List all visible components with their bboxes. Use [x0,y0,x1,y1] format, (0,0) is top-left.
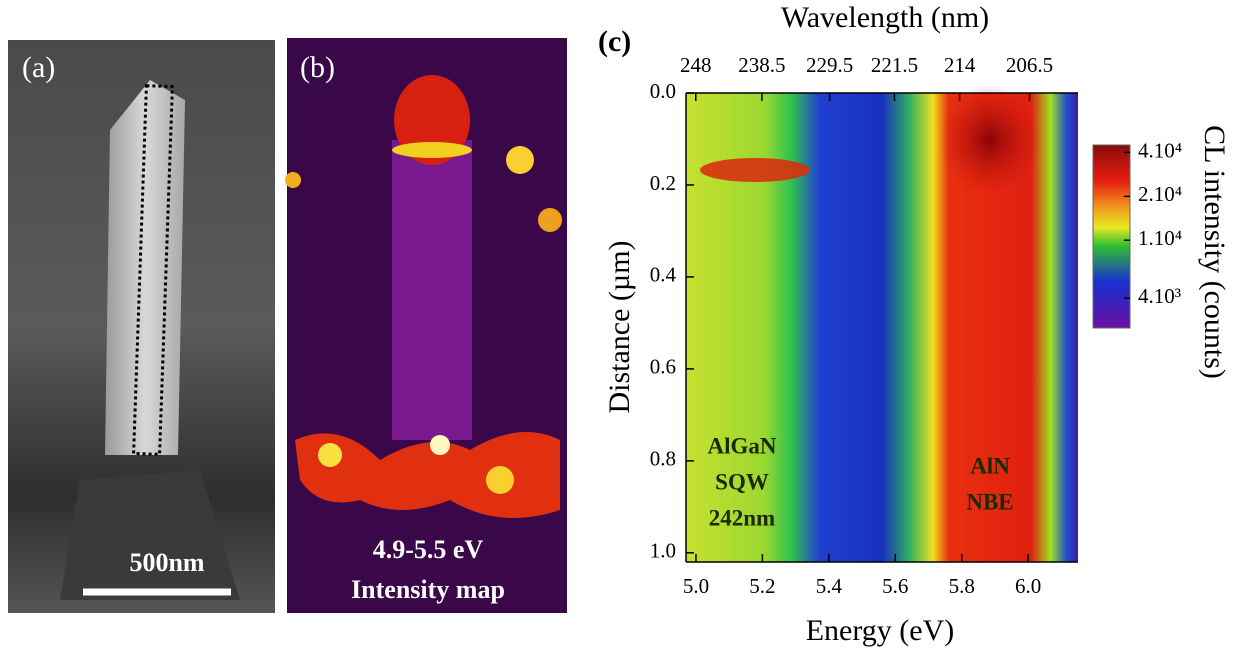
x2-tick-label: 221.5 [871,53,918,77]
tip-hotspot [392,142,472,158]
pillar-signal [392,140,472,440]
x2-tick-label: 238.5 [738,53,785,77]
panel-label: (c) [598,25,631,58]
x-tick-label: 6.0 [1015,574,1041,598]
x-tick-label: 5.4 [816,574,843,598]
y-tick-label: 0.0 [650,79,676,103]
x2-tick-label: 248 [680,53,712,77]
colorbar-tick-label: 1.10⁴ [1138,226,1182,250]
colorbar [1092,144,1131,329]
nbe-peak [940,85,1040,195]
x2-axis-title: Wavelength (nm) [781,1,989,34]
scale-bar-label: 500nm [129,548,204,577]
x-tick-label: 5.8 [949,574,975,598]
colorbar-tick-label: 2.10⁴ [1138,182,1182,206]
tip-signal [394,75,470,165]
panel-label: (b) [300,51,335,84]
panel-label: (a) [22,51,55,84]
x-tick-label: 5.6 [882,574,908,598]
heatmap-image [686,85,1078,562]
x2-tick-label: 214 [944,53,976,77]
colorbar-tick-label: 4.10⁴ [1138,138,1182,162]
x2-tick-label: 229.5 [806,53,853,77]
roi-box [132,84,174,456]
sqw-emission [700,158,810,182]
annotation: 242nm [709,505,775,530]
y-tick-label: 0.4 [650,263,677,287]
colorbar-tick-label: 4.10³ [1138,284,1181,308]
x-axis-title: Energy (eV) [806,614,955,647]
y-tick-label: 0.6 [650,355,676,379]
annotation: NBE [966,489,1013,514]
annotation: AlN [970,453,1010,478]
base [60,470,240,600]
x2-tick-label: 206.5 [1006,53,1053,77]
y-axis-title: Distance (µm) [603,240,636,413]
annotation: SQW [715,469,769,494]
annotation: AlGaN [708,433,777,458]
x-tick-label: 5.0 [683,574,709,598]
y-tick-label: 0.8 [650,447,676,471]
y-tick-label: 0.2 [650,171,676,195]
panel-b: 4.9-5.5 eV Intensity map (b) [285,38,567,613]
caption-line: 4.9-5.5 eV [373,535,484,564]
panel-a: 500nm (a) [8,40,275,613]
x-tick-label: 5.2 [749,574,775,598]
caption-line: Intensity map [351,575,505,604]
colorbar-title: CL intensity (counts) [1198,125,1231,379]
base-signal [295,432,560,518]
pillar [105,80,185,455]
y-tick-label: 1.0 [650,539,676,563]
